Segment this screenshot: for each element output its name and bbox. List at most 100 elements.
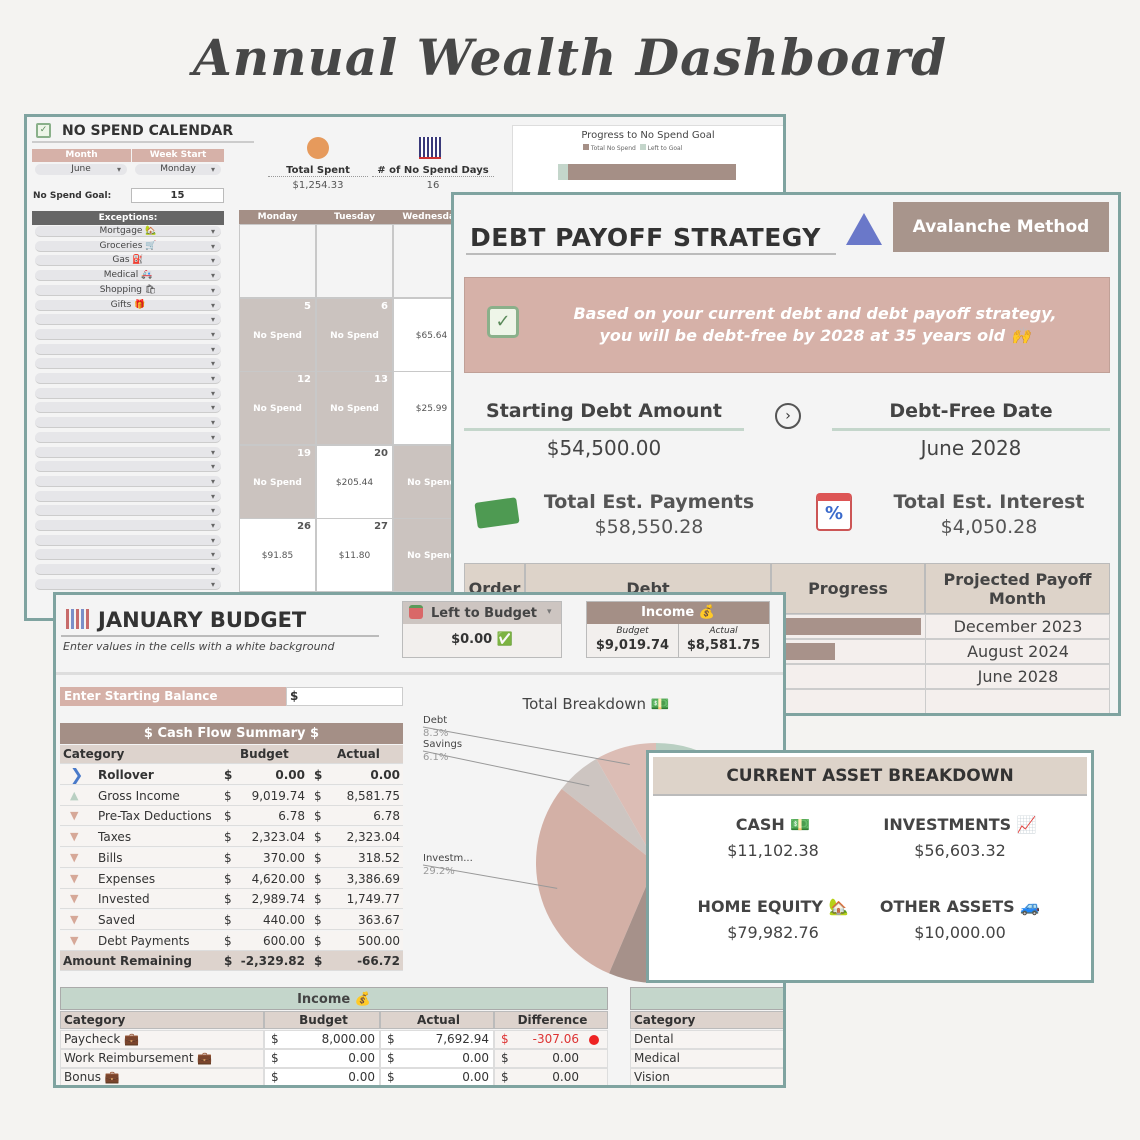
starting-balance-input[interactable]: $ bbox=[286, 687, 403, 706]
pie-leader-line bbox=[422, 864, 558, 889]
calendar-day[interactable] bbox=[239, 224, 316, 298]
income-b-cell[interactable]: $8,000.00 bbox=[264, 1030, 380, 1049]
asset-value: $11,102.38 bbox=[727, 841, 819, 860]
cashflow-row: ▼ Expenses $4,620.00 $3,386.69 bbox=[60, 868, 403, 889]
day-value: $11.80 bbox=[338, 551, 371, 561]
exception-select[interactable] bbox=[35, 417, 221, 429]
income-budget-label: Budget bbox=[616, 626, 649, 636]
cashflow-row: ▼ Invested $2,989.74 $1,749.77 bbox=[60, 889, 403, 910]
actual-value: 318.52 bbox=[358, 850, 400, 865]
exception-select[interactable] bbox=[35, 373, 221, 384]
currency: $ bbox=[314, 850, 322, 865]
amount: 0.00 bbox=[348, 1070, 375, 1084]
calendar-day[interactable]: 20 $205.44 bbox=[316, 444, 393, 519]
calendar-day[interactable]: 19 No Spend bbox=[239, 444, 316, 519]
triangle-down-icon: ▼ bbox=[70, 933, 79, 947]
currency: $ bbox=[387, 1070, 395, 1084]
left-to-budget-card[interactable]: Left to Budget ▾ $0.00 ✅ bbox=[402, 601, 562, 658]
debt-payoff-panel: DEBT PAYOFF STRATEGY Avalanche Method ✓ … bbox=[451, 192, 1121, 716]
income-a-cell[interactable]: $0.00 bbox=[380, 1049, 494, 1068]
exception-select[interactable] bbox=[35, 446, 221, 458]
side-category: Vision bbox=[630, 1068, 783, 1085]
exception-select[interactable]: Medical 🚑 bbox=[35, 270, 221, 282]
day-number: 20 bbox=[374, 447, 388, 459]
debt-col-header: Projected Payoff Month bbox=[925, 563, 1110, 614]
exception-select[interactable] bbox=[35, 314, 221, 326]
currency: $ bbox=[314, 933, 322, 948]
pie-percent: 29.2% bbox=[423, 866, 455, 877]
actual-value: 0.00 bbox=[370, 768, 400, 782]
wallet-icon bbox=[409, 605, 423, 619]
exception-select[interactable] bbox=[35, 402, 221, 414]
exception-select[interactable] bbox=[35, 490, 221, 502]
col-budget: Budget bbox=[240, 747, 289, 761]
amount: 0.00 bbox=[348, 1051, 375, 1065]
exception-select[interactable] bbox=[35, 534, 221, 546]
calendar-day[interactable]: 26 $91.85 bbox=[239, 518, 316, 592]
exception-select[interactable] bbox=[35, 549, 221, 561]
exception-select[interactable]: Mortgage 🏡 bbox=[35, 226, 221, 237]
bar-chart-icon bbox=[66, 609, 90, 629]
month-select[interactable]: June bbox=[35, 164, 127, 175]
cashflow-row: ▼ Debt Payments $600.00 $500.00 bbox=[60, 930, 403, 951]
calendar-grid: Monday Tuesday Wednesday 5 No Spend 6 No Spend… bbox=[239, 210, 479, 610]
calendar-day[interactable]: 12 No Spend bbox=[239, 371, 316, 445]
exception-select[interactable]: Gifts 🎁 bbox=[35, 299, 221, 311]
exception-select[interactable] bbox=[35, 520, 221, 531]
budget-value: 440.00 bbox=[263, 912, 305, 927]
exception-select[interactable] bbox=[35, 461, 221, 473]
starting-debt-label: Starting Debt Amount bbox=[464, 400, 744, 431]
currency: $ bbox=[314, 830, 322, 845]
chevron-down-icon[interactable]: ▾ bbox=[547, 607, 552, 617]
amount: 0.00 bbox=[462, 1070, 489, 1084]
no-spend-goal-chart: Progress to No Spend Goal Total No Spend… bbox=[512, 125, 783, 205]
income-a-cell[interactable]: $0.00 bbox=[380, 1068, 494, 1085]
cashflow-row: ▲ Gross Income $9,019.74 $8,581.75 bbox=[60, 785, 403, 806]
piggy-icon bbox=[307, 137, 329, 159]
day-number: 12 bbox=[297, 374, 311, 385]
triangle-down-icon: ▼ bbox=[70, 850, 79, 864]
triangle-down-icon: ▼ bbox=[70, 830, 79, 844]
currency: $ bbox=[501, 1070, 509, 1084]
income-b-cell[interactable]: $0.00 bbox=[264, 1068, 380, 1085]
budget-value: -2,329.82 bbox=[240, 954, 305, 969]
currency: $ bbox=[387, 1032, 395, 1046]
goal-input[interactable]: 15 bbox=[131, 188, 224, 203]
exception-select[interactable] bbox=[35, 505, 221, 517]
exception-select[interactable] bbox=[35, 328, 221, 340]
income-table-title: Income 💰 bbox=[60, 987, 608, 1010]
actual-value: 363.67 bbox=[358, 912, 400, 927]
mountain-icon bbox=[846, 213, 882, 245]
exception-select[interactable]: Groceries 🛒 bbox=[35, 240, 221, 252]
exception-select[interactable] bbox=[35, 564, 221, 576]
exception-select[interactable] bbox=[35, 475, 221, 487]
calendar-day[interactable]: 6 No Spend bbox=[316, 297, 393, 372]
actual-value: 500.00 bbox=[358, 933, 400, 948]
income-b-cell[interactable]: $0.00 bbox=[264, 1049, 380, 1068]
exception-select[interactable] bbox=[35, 343, 221, 355]
calendar-day[interactable]: 13 No Spend bbox=[316, 371, 393, 445]
calendar-day[interactable]: 5 No Spend bbox=[239, 297, 316, 372]
exception-select[interactable] bbox=[35, 358, 221, 370]
calendar-day[interactable]: 27 $11.80 bbox=[316, 518, 393, 592]
cashflow-title: $ Cash Flow Summary $ bbox=[60, 723, 403, 744]
income-a-cell[interactable]: $7,692.94 bbox=[380, 1030, 494, 1049]
pie-leader-line bbox=[422, 750, 590, 787]
exception-select[interactable] bbox=[35, 578, 221, 590]
day-header-tuesday: Tuesday bbox=[316, 210, 393, 224]
exception-select[interactable]: Shopping 🛍 bbox=[35, 284, 221, 296]
calendar-day[interactable] bbox=[316, 224, 393, 298]
week-start-select[interactable]: Monday bbox=[135, 164, 221, 175]
method-badge[interactable]: Avalanche Method bbox=[893, 202, 1109, 252]
asset-breakdown-panel: CURRENT ASSET BREAKDOWN CASH 💵 $11,102.38… bbox=[646, 750, 1094, 983]
currency: $ bbox=[271, 1051, 279, 1065]
exception-select[interactable] bbox=[35, 431, 221, 443]
budget-value: 370.00 bbox=[263, 850, 305, 865]
currency: $ bbox=[224, 912, 232, 927]
exception-select[interactable]: Gas ⛽ bbox=[35, 255, 221, 267]
income-actual-label: Actual bbox=[709, 626, 738, 636]
left-to-budget-label: Left to Budget bbox=[431, 606, 537, 621]
exception-select[interactable] bbox=[35, 387, 221, 399]
side-category: Dental bbox=[630, 1030, 783, 1049]
actual-value: 2,323.04 bbox=[346, 830, 400, 845]
